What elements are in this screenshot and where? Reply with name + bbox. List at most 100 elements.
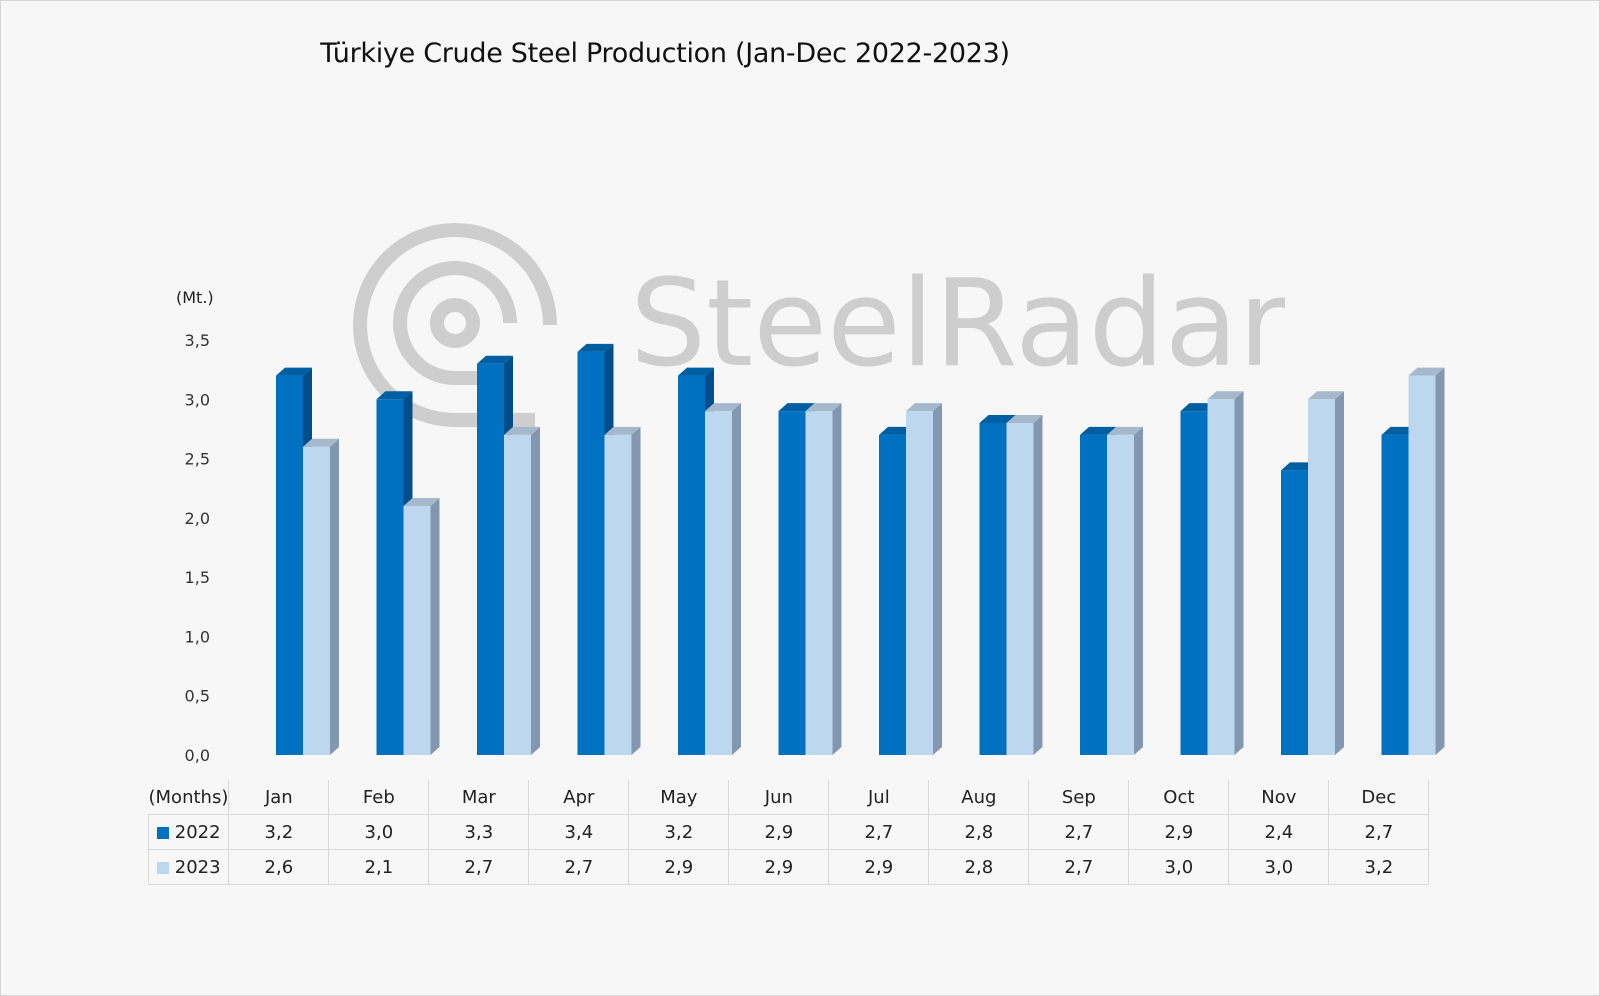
table-header-row: (Months) Jan Feb Mar Apr May Jun Jul Aug… xyxy=(148,780,1430,815)
data-cell-2023-dec: 3,2 xyxy=(1328,849,1430,885)
y-tick-label: 0,5 xyxy=(185,687,210,706)
bar-top-jun-2023 xyxy=(805,403,842,412)
bar-mar-2022 xyxy=(477,363,504,755)
bar-side-mar-2023 xyxy=(531,426,540,755)
data-cell-2022-oct: 2,9 xyxy=(1128,814,1230,850)
bar-side-jan-2023 xyxy=(330,438,339,755)
bar-top-jun-2022 xyxy=(778,403,815,412)
category-label-may: May xyxy=(628,780,730,815)
category-label-dec: Dec xyxy=(1328,780,1430,815)
bar-apr-2023 xyxy=(604,434,632,755)
data-cell-2023-jul: 2,9 xyxy=(828,849,930,885)
data-cell-2023-mar: 2,7 xyxy=(428,849,530,885)
bar-top-mar-2023 xyxy=(504,426,540,435)
bar-top-jan-2022 xyxy=(276,367,312,376)
data-cell-2022-may: 3,2 xyxy=(628,814,730,850)
bar-top-nov-2023 xyxy=(1308,391,1344,400)
data-cell-2022-jul: 2,7 xyxy=(828,814,930,850)
bar-jan-2023 xyxy=(303,446,330,755)
data-cell-2023-jan: 2,6 xyxy=(228,849,330,885)
y-tick-label: 3,5 xyxy=(185,331,210,350)
category-label-aug: Aug xyxy=(928,780,1030,815)
bar-top-aug-2022 xyxy=(979,415,1016,423)
bar-may-2022 xyxy=(678,375,705,755)
data-cell-2022-nov: 2,4 xyxy=(1228,814,1330,850)
bar-top-apr-2023 xyxy=(604,426,641,435)
bar-jul-2023 xyxy=(906,411,933,755)
bar-feb-2023 xyxy=(403,506,431,755)
bar-oct-2023 xyxy=(1207,399,1235,755)
data-cell-2023-sep: 2,7 xyxy=(1028,849,1130,885)
chart-title: Türkiye Crude Steel Production (Jan-Dec … xyxy=(320,38,1010,69)
y-tick-label: 0,0 xyxy=(185,746,210,765)
data-cell-2022-jan: 3,2 xyxy=(228,814,330,850)
y-tick-label: 2,0 xyxy=(185,509,210,528)
bar-feb-2022 xyxy=(376,399,404,755)
table-row-2022: 2022 3,2 3,0 3,3 3,4 3,2 2,9 2,7 2,8 2,7… xyxy=(147,814,1430,850)
bar-top-may-2023 xyxy=(705,403,741,412)
legend-entry-2022: 2022 xyxy=(147,814,230,850)
data-cell-2023-oct: 3,0 xyxy=(1128,849,1230,885)
bar-top-mar-2022 xyxy=(477,355,513,364)
data-cell-2023-nov: 3,0 xyxy=(1228,849,1330,885)
bar-side-nov-2023 xyxy=(1335,391,1344,755)
bar-oct-2022 xyxy=(1180,411,1208,755)
bar-top-may-2022 xyxy=(678,367,714,376)
y-tick-label: 3,0 xyxy=(185,390,210,409)
bar-side-feb-2023 xyxy=(430,498,440,755)
category-label-apr: Apr xyxy=(528,780,630,815)
data-cell-2022-sep: 2,7 xyxy=(1028,814,1130,850)
legend-entry-2023: 2023 xyxy=(147,849,230,885)
bar-mar-2023 xyxy=(504,434,531,755)
bar-top-apr-2022 xyxy=(577,343,614,352)
bar-side-dec-2023 xyxy=(1435,367,1445,755)
bar-side-jun-2023 xyxy=(832,403,842,755)
bar-dec-2023 xyxy=(1408,375,1436,755)
legend-swatch-2023 xyxy=(156,861,169,874)
data-table: (Months) Jan Feb Mar Apr May Jun Jul Aug… xyxy=(147,780,1430,885)
category-label-feb: Feb xyxy=(328,780,430,815)
bar-top-sep-2023 xyxy=(1107,426,1143,435)
data-cell-2023-apr: 2,7 xyxy=(528,849,630,885)
data-cell-2022-aug: 2,8 xyxy=(928,814,1030,850)
bar-side-oct-2023 xyxy=(1234,391,1244,755)
category-label-jun: Jun xyxy=(728,780,830,815)
y-tick-label: 1,5 xyxy=(185,568,210,587)
steelradar-watermark-logo: SteelRadar xyxy=(353,223,1285,427)
bar-nov-2022 xyxy=(1281,470,1308,755)
bar-top-aug-2023 xyxy=(1006,415,1043,423)
category-label-mar: Mar xyxy=(428,780,530,815)
bar-side-may-2023 xyxy=(732,403,741,755)
bar-may-2023 xyxy=(705,411,732,755)
bar-jan-2022 xyxy=(276,375,303,755)
y-tick-label: 1,0 xyxy=(185,627,210,646)
y-axis-unit-label: (Mt.) xyxy=(176,288,214,307)
data-cell-2023-jun: 2,9 xyxy=(728,849,830,885)
data-cell-2022-apr: 3,4 xyxy=(528,814,630,850)
data-cell-2022-jun: 2,9 xyxy=(728,814,830,850)
bar-aug-2023 xyxy=(1006,423,1034,755)
legend-label-2023: 2023 xyxy=(174,856,221,878)
bar-side-aug-2023 xyxy=(1033,415,1043,755)
bar-top-jan-2023 xyxy=(303,438,339,447)
data-cell-2023-may: 2,9 xyxy=(628,849,730,885)
x-axis-label: (Months) xyxy=(148,780,230,815)
bar-jun-2022 xyxy=(778,411,806,755)
category-label-jul: Jul xyxy=(828,780,930,815)
bar-sep-2023 xyxy=(1107,434,1134,755)
bar-top-feb-2022 xyxy=(376,391,413,400)
legend-swatch-2022 xyxy=(156,826,169,839)
bar-sep-2022 xyxy=(1080,434,1107,755)
bar-jun-2023 xyxy=(805,411,833,755)
category-label-jan: Jan xyxy=(228,780,330,815)
data-cell-2023-feb: 2,1 xyxy=(328,849,430,885)
data-cell-2022-dec: 2,7 xyxy=(1328,814,1430,850)
data-cell-2022-feb: 3,0 xyxy=(328,814,430,850)
data-cell-2023-aug: 2,8 xyxy=(928,849,1030,885)
category-label-nov: Nov xyxy=(1228,780,1330,815)
bar-side-apr-2023 xyxy=(631,426,641,755)
data-cell-2022-mar: 3,3 xyxy=(428,814,530,850)
bar-jul-2022 xyxy=(879,434,906,755)
watermark-text: SteelRadar xyxy=(630,255,1285,394)
